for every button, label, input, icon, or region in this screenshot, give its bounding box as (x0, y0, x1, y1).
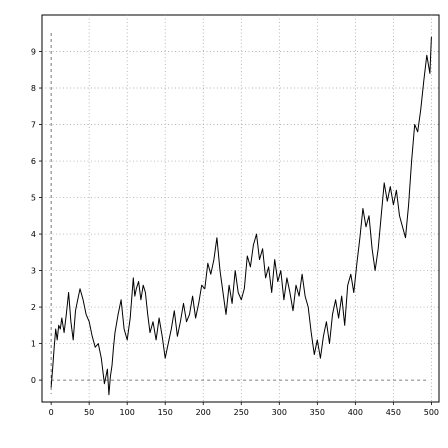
series-layer (50, 36, 432, 396)
x-tick-label: 100 (120, 408, 135, 417)
reference-lines (50, 33, 429, 394)
y-tick-label: 1 (31, 340, 36, 349)
x-tick-label: 50 (84, 408, 94, 417)
series-line (50, 36, 432, 396)
y-tick-label: 9 (31, 48, 36, 57)
x-axis-ticks: 0 50 100 150 200 250 300 350 400 450 500 (49, 402, 439, 417)
x-tick-label: 250 (234, 408, 249, 417)
y-tick-label: 7 (31, 121, 36, 130)
y-tick-label: 8 (31, 84, 36, 93)
y-tick-label: 5 (31, 194, 36, 203)
y-tick-label: 2 (31, 303, 36, 312)
y-tick-label: 0 (31, 376, 36, 385)
x-tick-label: 450 (386, 408, 401, 417)
y-axis-ticks: 0 1 2 3 4 5 6 7 8 9 (31, 48, 42, 385)
x-tick-label: 200 (196, 408, 211, 417)
x-tick-label: 0 (49, 408, 54, 417)
x-tick-label: 500 (424, 408, 439, 417)
y-tick-label: 4 (31, 230, 36, 239)
x-tick-label: 400 (348, 408, 363, 417)
y-tick-label: 3 (31, 267, 36, 276)
x-tick-label: 300 (272, 408, 287, 417)
plot-frame (41, 14, 440, 403)
x-tick-label: 150 (158, 408, 173, 417)
y-tick-label: 6 (31, 157, 36, 166)
x-tick-label: 350 (310, 408, 325, 417)
